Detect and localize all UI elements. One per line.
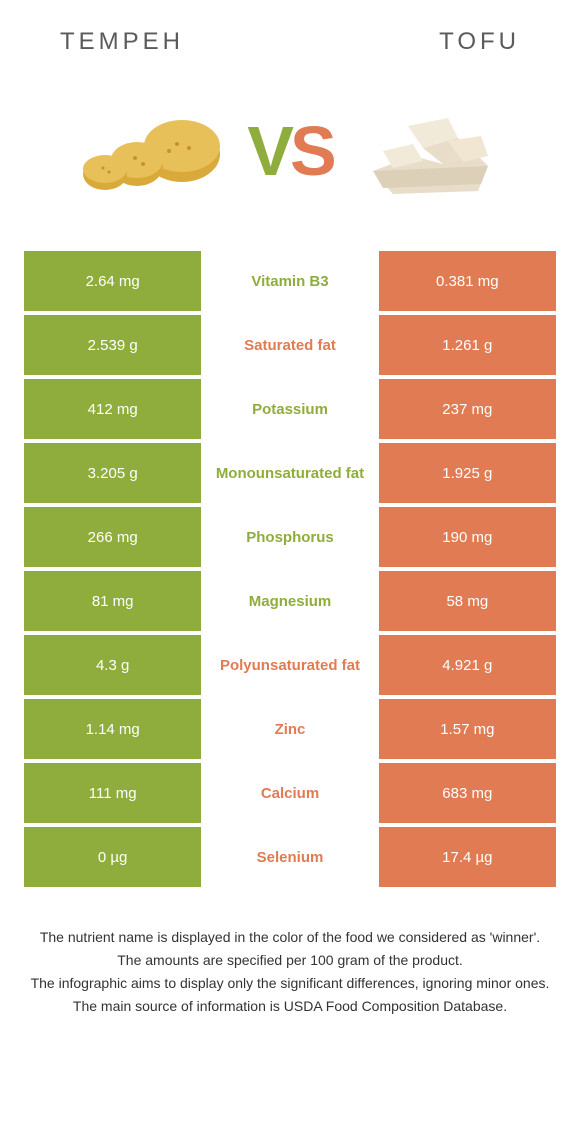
value-tofu: 17.4 µg	[379, 827, 556, 887]
nutrient-label: Phosphorus	[201, 507, 378, 567]
footer-line: The amounts are specified per 100 gram o…	[30, 950, 550, 971]
value-tempeh: 3.205 g	[24, 443, 201, 503]
nutrient-label: Magnesium	[201, 571, 378, 631]
title-tofu: TOFU	[439, 28, 520, 56]
nutrient-label: Vitamin B3	[201, 251, 378, 311]
value-tofu: 0.381 mg	[379, 251, 556, 311]
vs-v: V	[247, 112, 290, 190]
nutrient-label: Monounsaturated fat	[201, 443, 378, 503]
footer-line: The main source of information is USDA F…	[30, 996, 550, 1017]
value-tofu: 237 mg	[379, 379, 556, 439]
value-tofu: 1.925 g	[379, 443, 556, 503]
table-row: 3.205 gMonounsaturated fat1.925 g	[24, 443, 556, 503]
footer-notes: The nutrient name is displayed in the co…	[30, 927, 550, 1017]
value-tofu: 1.261 g	[379, 315, 556, 375]
table-row: 266 mgPhosphorus190 mg	[24, 507, 556, 567]
vs-label: VS	[247, 111, 332, 191]
value-tofu: 58 mg	[379, 571, 556, 631]
value-tofu: 190 mg	[379, 507, 556, 567]
value-tempeh: 266 mg	[24, 507, 201, 567]
table-row: 4.3 gPolyunsaturated fat4.921 g	[24, 635, 556, 695]
value-tempeh: 2.64 mg	[24, 251, 201, 311]
value-tempeh: 4.3 g	[24, 635, 201, 695]
table-row: 412 mgPotassium237 mg	[24, 379, 556, 439]
footer-line: The infographic aims to display only the…	[30, 973, 550, 994]
table-row: 1.14 mgZinc1.57 mg	[24, 699, 556, 759]
nutrient-label: Potassium	[201, 379, 378, 439]
nutrient-label: Calcium	[201, 763, 378, 823]
nutrient-label: Saturated fat	[201, 315, 378, 375]
value-tempeh: 81 mg	[24, 571, 201, 631]
nutrient-label: Selenium	[201, 827, 378, 887]
nutrient-label: Polyunsaturated fat	[201, 635, 378, 695]
comparison-table: 2.64 mgVitamin B30.381 mg2.539 gSaturate…	[24, 251, 556, 887]
value-tempeh: 412 mg	[24, 379, 201, 439]
value-tofu: 683 mg	[379, 763, 556, 823]
table-row: 111 mgCalcium683 mg	[24, 763, 556, 823]
tofu-image	[353, 96, 503, 206]
value-tempeh: 2.539 g	[24, 315, 201, 375]
vs-row: VS	[0, 96, 580, 206]
value-tempeh: 1.14 mg	[24, 699, 201, 759]
title-tempeh: TEMPEH	[60, 28, 184, 56]
vs-s: S	[290, 112, 333, 190]
value-tofu: 1.57 mg	[379, 699, 556, 759]
tempeh-image	[77, 96, 227, 206]
table-row: 2.64 mgVitamin B30.381 mg	[24, 251, 556, 311]
table-row: 81 mgMagnesium58 mg	[24, 571, 556, 631]
value-tempeh: 0 µg	[24, 827, 201, 887]
footer-line: The nutrient name is displayed in the co…	[30, 927, 550, 948]
nutrient-label: Zinc	[201, 699, 378, 759]
table-row: 0 µgSelenium17.4 µg	[24, 827, 556, 887]
table-row: 2.539 gSaturated fat1.261 g	[24, 315, 556, 375]
value-tofu: 4.921 g	[379, 635, 556, 695]
value-tempeh: 111 mg	[24, 763, 201, 823]
header: TEMPEH TOFU	[0, 0, 580, 56]
